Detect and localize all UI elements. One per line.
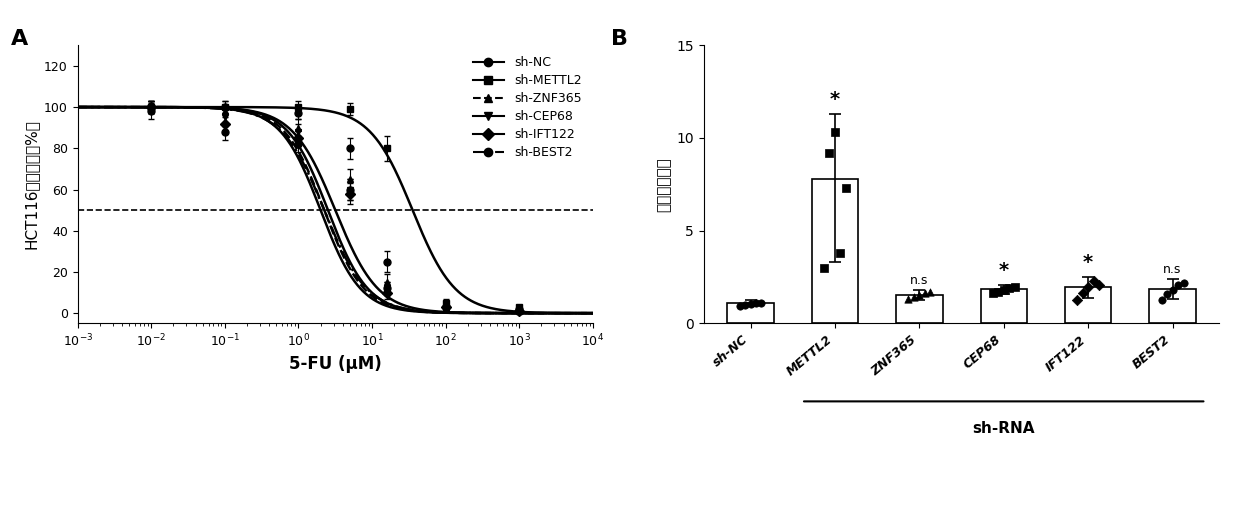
Legend: sh-NC, sh-METTL2, sh-ZNF365, sh-CEP68, sh-IFT122, sh-BEST2: sh-NC, sh-METTL2, sh-ZNF365, sh-CEP68, s… (467, 51, 587, 165)
Point (735, 301, 755, 309)
Text: n.s: n.s (910, 274, 929, 287)
Point (813, 263, 833, 272)
Text: sh-RNA: sh-RNA (972, 421, 1035, 436)
Bar (981, 289, 1027, 324)
Point (836, 184, 856, 192)
Y-axis label: HCT116细胞活力（%）: HCT116细胞活力（%） (24, 119, 38, 249)
Point (746, 299, 766, 308)
Text: A: A (11, 29, 27, 49)
Bar (1149, 289, 1195, 324)
Point (909, 290, 929, 299)
Bar (1065, 287, 1111, 324)
Point (751, 298, 771, 307)
Point (831, 249, 851, 257)
Point (729, 302, 749, 310)
Text: B: B (611, 29, 629, 49)
Point (920, 287, 940, 296)
Point (899, 295, 919, 304)
Point (825, 128, 844, 137)
Point (1173, 279, 1193, 287)
Text: *: * (998, 261, 1009, 280)
Point (1157, 289, 1177, 298)
X-axis label: 5-FU (μM): 5-FU (μM) (289, 355, 382, 373)
Point (988, 287, 1008, 296)
Point (1163, 286, 1183, 294)
Bar (812, 179, 858, 324)
Text: *: * (830, 90, 839, 109)
Point (993, 285, 1013, 294)
Bar (897, 295, 942, 324)
Y-axis label: 相对耐药指数: 相对耐药指数 (656, 157, 671, 212)
Text: *: * (1083, 253, 1094, 272)
Point (1073, 289, 1092, 297)
Point (1004, 282, 1024, 291)
Point (820, 148, 839, 157)
Bar (728, 303, 774, 324)
Point (904, 293, 924, 301)
Point (740, 300, 760, 308)
Point (1168, 281, 1188, 289)
Point (1152, 296, 1172, 304)
Point (1089, 281, 1109, 289)
Point (1084, 277, 1104, 286)
Point (983, 289, 1003, 298)
Point (915, 289, 935, 297)
Point (1079, 283, 1099, 291)
Point (999, 284, 1019, 292)
Text: n.s: n.s (1163, 263, 1182, 276)
Point (1068, 296, 1087, 305)
